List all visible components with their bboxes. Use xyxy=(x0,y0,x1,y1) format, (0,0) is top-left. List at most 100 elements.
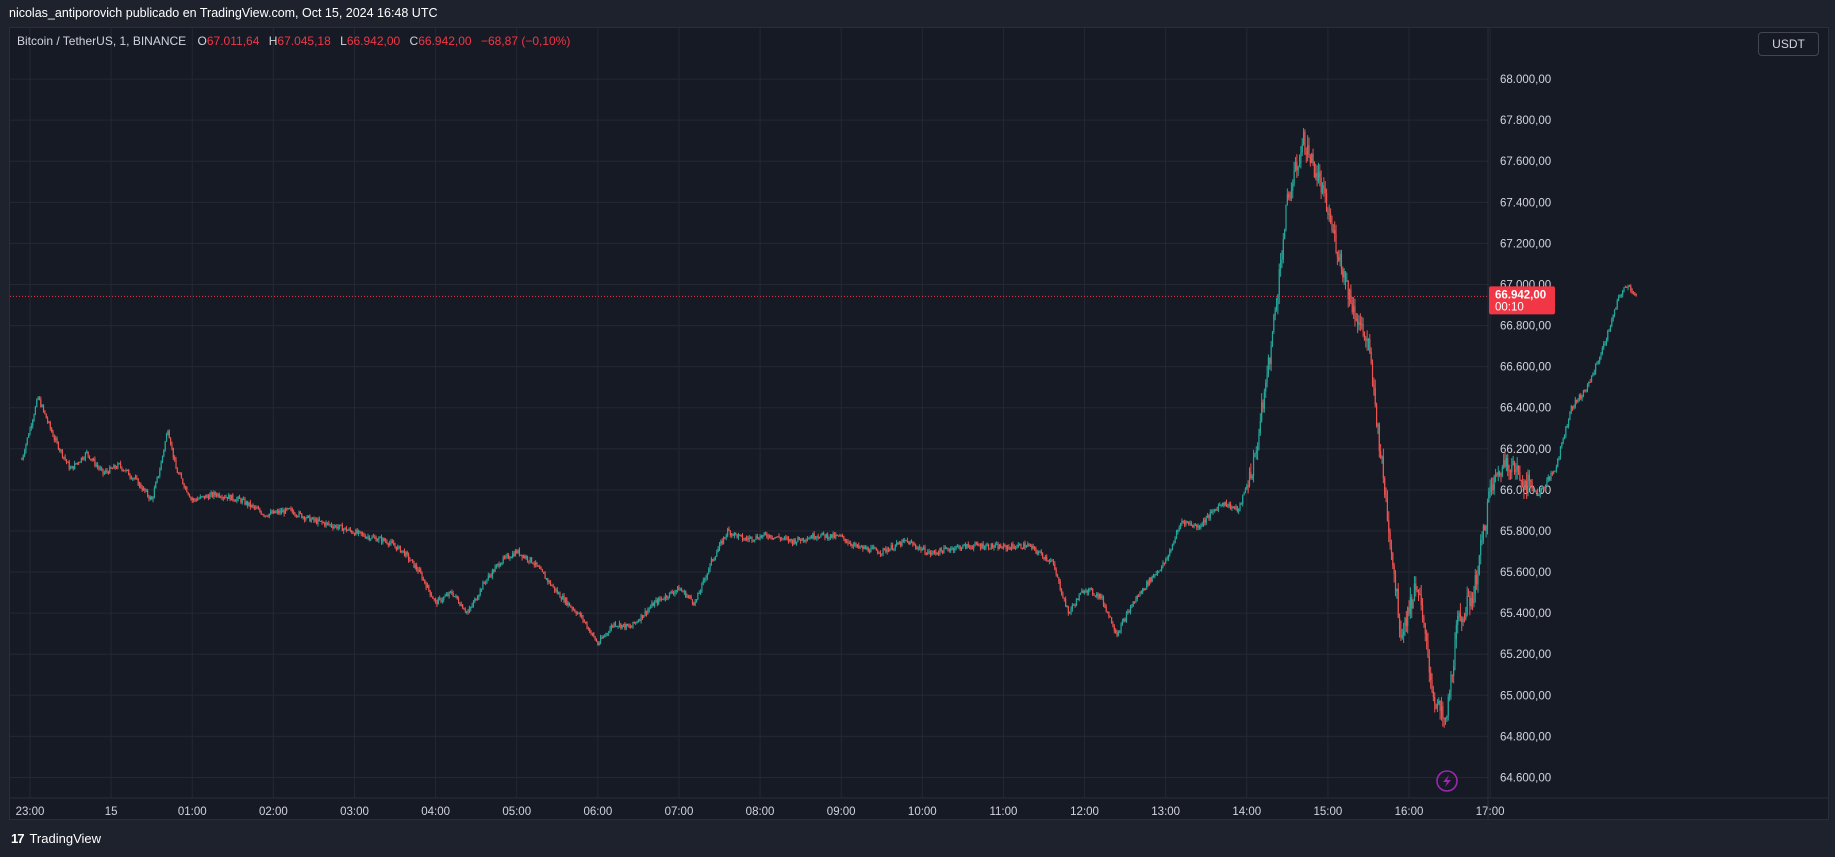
footer-brand[interactable]: TradingView xyxy=(29,831,102,846)
candle-body xyxy=(875,548,877,551)
candle-body xyxy=(360,531,362,534)
candle-body xyxy=(260,511,262,515)
candle-body xyxy=(1258,433,1260,447)
candle-body xyxy=(261,514,264,516)
candle-body xyxy=(840,535,842,537)
candle-body xyxy=(1624,286,1626,288)
legend-symbol[interactable]: Bitcoin / TetherUS, 1, BINANCE xyxy=(17,34,187,48)
plot-background xyxy=(10,28,1828,819)
candle-body xyxy=(429,590,431,595)
candle-body xyxy=(374,536,376,538)
candle-body xyxy=(1282,238,1284,260)
candle-body xyxy=(119,463,122,467)
x-tick-label: 11:00 xyxy=(989,806,1017,818)
candle-body xyxy=(717,548,719,553)
candle-body xyxy=(410,559,412,561)
candle-body xyxy=(201,496,203,498)
candle-body xyxy=(836,534,838,536)
candle-body xyxy=(145,490,147,492)
candle-body xyxy=(118,463,120,465)
candle-body xyxy=(1109,616,1111,618)
candle-body xyxy=(1093,594,1095,596)
candle-body xyxy=(813,533,815,539)
candle-body xyxy=(825,534,827,538)
candle-body xyxy=(952,547,955,551)
candle-body xyxy=(1530,480,1532,482)
candle-body xyxy=(1473,593,1475,604)
candle-body xyxy=(530,557,533,563)
candle-body xyxy=(468,608,470,613)
candle-body xyxy=(654,601,656,607)
candle-body xyxy=(713,558,715,561)
candle-body xyxy=(1281,259,1283,261)
candle-body xyxy=(727,529,729,536)
candle-body xyxy=(98,466,100,469)
candle-body xyxy=(214,492,216,495)
candle-body xyxy=(837,535,840,537)
candle-body xyxy=(946,548,948,550)
candle-body xyxy=(781,538,783,540)
candle-body xyxy=(174,457,176,460)
candle-body xyxy=(1077,598,1079,601)
candle-body xyxy=(1028,544,1030,546)
candle-body xyxy=(463,608,465,610)
candle-body xyxy=(1019,543,1021,545)
candle-body xyxy=(1035,548,1037,552)
candle-body xyxy=(1407,607,1409,626)
candle-body xyxy=(1213,510,1215,512)
candle-body xyxy=(852,544,854,547)
candle-body xyxy=(87,451,89,456)
candle-body xyxy=(1412,600,1414,609)
candle-body xyxy=(462,604,464,609)
candle-body xyxy=(409,559,411,561)
candle-body xyxy=(656,599,658,604)
currency-button[interactable]: USDT xyxy=(1758,32,1819,56)
candle-body xyxy=(1150,577,1152,582)
lightning-alert-icon[interactable] xyxy=(1436,770,1458,792)
candle-body xyxy=(1063,598,1065,600)
candle-body xyxy=(485,582,487,584)
candle-body xyxy=(1194,524,1197,526)
candle-body xyxy=(689,596,691,598)
candle-body xyxy=(313,517,315,521)
candle-body xyxy=(398,546,400,548)
tradingview-logo-icon[interactable]: 17 xyxy=(11,831,25,846)
candle-body xyxy=(759,535,761,540)
candle-body xyxy=(394,545,396,547)
candle-body xyxy=(333,526,335,528)
candle-body xyxy=(513,553,515,557)
candlestick-chart[interactable]: 64.600,00 64.800,00 65.000,00 65.200,00 65.4… xyxy=(10,28,1828,819)
candle-body xyxy=(731,533,733,536)
y-tick-label: 67.200,00 xyxy=(1500,238,1551,250)
candle-body xyxy=(568,602,571,607)
candle-body xyxy=(378,537,380,541)
candle-body xyxy=(648,608,650,610)
candle-body xyxy=(1085,590,1087,592)
candle-body xyxy=(571,607,573,610)
candle-body xyxy=(436,601,438,605)
candle-body xyxy=(1201,524,1203,526)
candle-body xyxy=(1469,596,1471,607)
candle-body xyxy=(1189,523,1191,525)
candle-body xyxy=(1259,421,1261,434)
candle-body xyxy=(1411,597,1413,609)
candle-body xyxy=(1170,549,1172,551)
candle-body xyxy=(1308,145,1310,158)
candle-body xyxy=(1512,461,1514,465)
candle-body xyxy=(370,538,372,540)
candle-body xyxy=(1508,470,1510,472)
candle-body xyxy=(42,405,45,411)
candle-body xyxy=(1013,546,1015,549)
candle-body xyxy=(767,536,769,538)
candle-body xyxy=(1599,357,1601,362)
candle-body xyxy=(1504,460,1506,467)
candle-body xyxy=(643,615,645,618)
candle-body xyxy=(506,554,508,556)
candle-body xyxy=(1584,390,1586,392)
candle-body xyxy=(1162,562,1164,567)
candle-body xyxy=(44,410,46,414)
candle-body xyxy=(877,550,879,553)
candle-body xyxy=(22,455,24,460)
candle-body xyxy=(203,495,206,499)
candle-body xyxy=(293,511,295,515)
